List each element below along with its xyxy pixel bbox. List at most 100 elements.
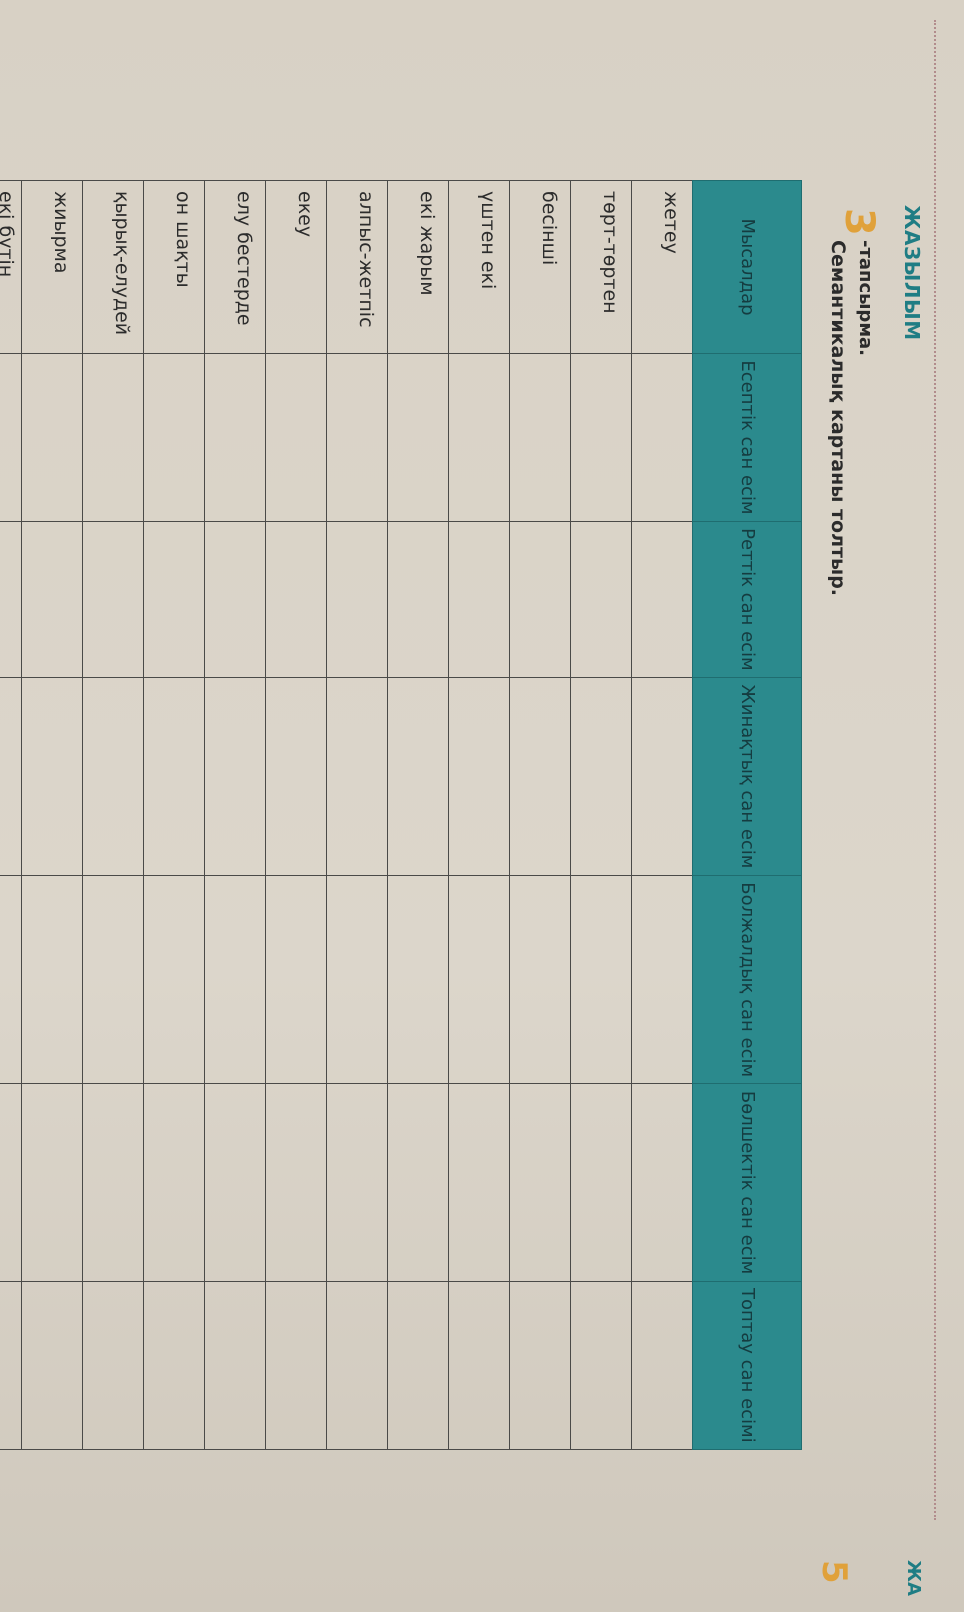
answer-cell[interactable] (21, 677, 83, 876)
answer-cell[interactable] (0, 1083, 22, 1282)
answer-cell[interactable] (204, 1281, 266, 1450)
answer-cell[interactable] (631, 875, 693, 1084)
example-cell: қырық-елудей (82, 180, 144, 354)
answer-cell[interactable] (631, 1281, 693, 1450)
answer-cell[interactable] (204, 875, 266, 1084)
answer-cell[interactable] (0, 1281, 22, 1450)
example-cell: жиырма (21, 180, 83, 354)
answer-cell[interactable] (326, 1281, 388, 1450)
table-row: екеу (265, 180, 327, 1450)
answer-cell[interactable] (509, 1083, 571, 1282)
answer-cell[interactable] (326, 1083, 388, 1282)
answer-cell[interactable] (21, 353, 83, 522)
answer-cell[interactable] (204, 677, 266, 876)
answer-cell[interactable] (509, 1281, 571, 1450)
answer-cell[interactable] (21, 1083, 83, 1282)
answer-cell[interactable] (387, 677, 449, 876)
answer-cell[interactable] (448, 875, 510, 1084)
answer-cell[interactable] (265, 521, 327, 678)
answer-cell[interactable] (265, 1281, 327, 1450)
task-instruction: Семантикалық картаны толтыр. (827, 240, 849, 597)
column-header: Реттік сан есім (692, 521, 802, 678)
answer-cell[interactable] (0, 521, 22, 678)
answer-cell[interactable] (82, 521, 144, 678)
table-row: жиырма (21, 180, 83, 1450)
table-row: бесінші (509, 180, 571, 1450)
answer-cell[interactable] (570, 521, 632, 678)
answer-cell[interactable] (0, 353, 22, 522)
answer-cell[interactable] (143, 521, 205, 678)
answer-cell[interactable] (265, 875, 327, 1084)
answer-cell[interactable] (509, 875, 571, 1084)
column-header: Топтау сан есімі (692, 1281, 802, 1450)
answer-cell[interactable] (448, 1281, 510, 1450)
answer-cell[interactable] (509, 353, 571, 522)
table-header-row: Мысалдар Есептік сан есім Реттік сан есім Ж… (692, 180, 802, 1450)
task-label: -тапсырма. (855, 240, 876, 357)
table-row: екі бүтін оннан бес (0, 180, 22, 1450)
answer-cell[interactable] (570, 353, 632, 522)
answer-cell[interactable] (0, 677, 22, 876)
answer-cell[interactable] (21, 521, 83, 678)
table-row: үштен екі (448, 180, 510, 1450)
answer-cell[interactable] (570, 875, 632, 1084)
table-row: жетеу (631, 180, 693, 1450)
answer-cell[interactable] (143, 1281, 205, 1450)
task-number: 3 (836, 208, 882, 236)
next-page-number: 5 (814, 1560, 854, 1584)
answer-cell[interactable] (387, 875, 449, 1084)
table-row: қырық-елудей (82, 180, 144, 1450)
semantic-map-table: Мысалдар Есептік сан есім Реттік сан есім Ж… (0, 180, 802, 1450)
answer-cell[interactable] (143, 353, 205, 522)
answer-cell[interactable] (631, 521, 693, 678)
answer-cell[interactable] (204, 1083, 266, 1282)
answer-cell[interactable] (326, 875, 388, 1084)
answer-cell[interactable] (265, 353, 327, 522)
example-cell: екеу (265, 180, 327, 354)
answer-cell[interactable] (204, 353, 266, 522)
answer-cell[interactable] (448, 1083, 510, 1282)
answer-cell[interactable] (448, 677, 510, 876)
answer-cell[interactable] (326, 353, 388, 522)
answer-cell[interactable] (387, 1281, 449, 1450)
answer-cell[interactable] (21, 1281, 83, 1450)
answer-cell[interactable] (570, 677, 632, 876)
answer-cell[interactable] (387, 1083, 449, 1282)
example-cell: он шақты (143, 180, 205, 354)
answer-cell[interactable] (570, 1281, 632, 1450)
example-cell: төрт-төртен (570, 180, 632, 354)
answer-cell[interactable] (82, 875, 144, 1084)
column-header: Есептік сан есім (692, 353, 802, 522)
answer-cell[interactable] (265, 677, 327, 876)
answer-cell[interactable] (265, 1083, 327, 1282)
answer-cell[interactable] (448, 521, 510, 678)
answer-cell[interactable] (387, 353, 449, 522)
answer-cell[interactable] (82, 1083, 144, 1282)
table-row: алпыс-жетпіс (326, 180, 388, 1450)
answer-cell[interactable] (143, 875, 205, 1084)
column-header: Бөлшектік сан есім (692, 1083, 802, 1282)
answer-cell[interactable] (143, 1083, 205, 1282)
answer-cell[interactable] (21, 875, 83, 1084)
example-cell: үштен екі (448, 180, 510, 354)
answer-cell[interactable] (143, 677, 205, 876)
answer-cell[interactable] (82, 353, 144, 522)
table-row: екі жарым (387, 180, 449, 1450)
answer-cell[interactable] (570, 1083, 632, 1282)
answer-cell[interactable] (204, 521, 266, 678)
table-row: елу бестерде (204, 180, 266, 1450)
answer-cell[interactable] (509, 677, 571, 876)
answer-cell[interactable] (631, 677, 693, 876)
answer-cell[interactable] (631, 1083, 693, 1282)
answer-cell[interactable] (448, 353, 510, 522)
section-title: ЖАЗЫЛЫМ (900, 205, 924, 341)
answer-cell[interactable] (0, 875, 22, 1084)
answer-cell[interactable] (82, 1281, 144, 1450)
answer-cell[interactable] (387, 521, 449, 678)
answer-cell[interactable] (326, 521, 388, 678)
answer-cell[interactable] (631, 353, 693, 522)
answer-cell[interactable] (509, 521, 571, 678)
answer-cell[interactable] (82, 677, 144, 876)
answer-cell[interactable] (326, 677, 388, 876)
